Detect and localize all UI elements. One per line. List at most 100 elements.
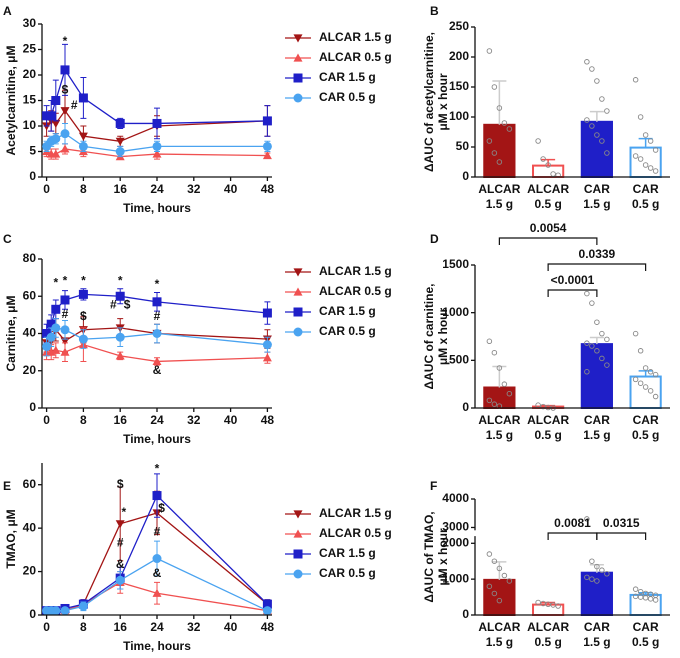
point	[60, 325, 70, 335]
y-tick-label: 1500	[442, 257, 469, 271]
point	[51, 134, 61, 144]
data-point	[594, 132, 600, 138]
data-point	[535, 138, 541, 144]
x-tick-label: 24	[150, 413, 164, 427]
point	[262, 308, 272, 318]
data-point	[632, 153, 639, 159]
data-point	[496, 597, 503, 604]
y-axis-label: μM x hour	[436, 308, 450, 366]
data-point	[637, 380, 644, 386]
legend-label: CAR 0.5 g	[319, 324, 376, 338]
y-tick-label: 80	[23, 251, 37, 265]
y-tick-label: 1000	[442, 571, 469, 585]
error-bar	[589, 110, 604, 122]
y-tick-label: 0	[462, 607, 469, 621]
point	[262, 151, 272, 160]
significance-mark: #	[62, 307, 69, 321]
significance-mark: #	[117, 536, 124, 550]
point	[152, 297, 162, 307]
data-point	[501, 120, 508, 126]
point	[51, 96, 61, 105]
y-tick-label: 0	[29, 607, 36, 621]
legend-marker	[293, 268, 303, 277]
x-tick-label: 16	[114, 182, 128, 196]
x-tick-label: 48	[261, 182, 275, 196]
y-tick-label: 5	[29, 144, 36, 158]
y-tick-label: 200	[449, 49, 469, 63]
x-tick-label: 40	[224, 413, 238, 427]
y-tick-label: 25	[23, 42, 37, 56]
data-point	[584, 369, 590, 375]
data-point	[594, 578, 600, 584]
data-point	[589, 66, 595, 72]
x-tick-label: 8	[80, 620, 87, 634]
significance-mark: &	[116, 557, 125, 571]
data-point	[637, 114, 644, 120]
y-tick-label: 60	[23, 288, 37, 302]
data-point	[496, 365, 503, 371]
y-tick-label: 100	[449, 109, 469, 123]
point	[78, 132, 88, 141]
data-point	[647, 388, 654, 394]
point	[51, 304, 61, 314]
significance-mark: *	[53, 275, 58, 289]
data-point	[642, 132, 649, 138]
data-point	[604, 362, 610, 368]
x-tick-label: CAR	[633, 620, 659, 634]
legend-label: CAR 1.5 g	[319, 304, 376, 318]
x-tick-label: 0	[43, 182, 50, 196]
significance-mark: #	[110, 298, 117, 312]
y-tick-label: 15	[23, 93, 37, 107]
y-tick-label: 0	[462, 400, 469, 414]
data-point	[642, 384, 649, 390]
data-point	[555, 603, 561, 609]
data-point	[496, 565, 503, 572]
x-tick-label: 24	[150, 620, 164, 634]
legend-marker	[293, 287, 303, 296]
point	[152, 149, 162, 158]
point	[78, 141, 88, 151]
y-tick-label: 500	[449, 353, 469, 367]
x-tick-label: 0.5 g	[534, 635, 561, 649]
significance-mark: *	[155, 277, 160, 291]
data-point	[632, 376, 639, 383]
legend-marker	[293, 34, 303, 43]
point	[152, 329, 162, 338]
data-point	[540, 403, 546, 410]
panel-label: A	[3, 4, 12, 18]
data-point	[652, 371, 659, 378]
point	[115, 575, 125, 585]
point	[46, 111, 56, 121]
point	[60, 347, 70, 356]
data-point	[486, 551, 493, 557]
data-point	[642, 365, 649, 371]
data-point	[589, 558, 595, 564]
point	[51, 119, 61, 128]
data-point	[599, 567, 605, 573]
x-tick-label: 0	[43, 413, 50, 427]
point	[78, 601, 88, 611]
x-axis-label: Time, hours	[123, 432, 191, 446]
legend-label: ALCAR 1.5 g	[319, 30, 392, 44]
data-point	[642, 595, 649, 601]
data-point	[652, 393, 659, 400]
point	[60, 129, 70, 139]
point	[60, 65, 70, 75]
y-tick-label: 50	[456, 139, 470, 153]
x-tick-label: 32	[187, 182, 201, 196]
point	[262, 116, 272, 126]
data-point	[647, 138, 654, 144]
bar	[483, 123, 516, 179]
data-point	[496, 159, 503, 165]
data-point	[599, 355, 605, 362]
y-tick-label: 3000	[442, 520, 469, 534]
data-point	[486, 48, 493, 54]
x-tick-label: 0.5 g	[632, 635, 659, 649]
y-axis-label: Acetylcarnitine, μM	[4, 45, 18, 155]
x-tick-label: 0.5 g	[632, 428, 659, 442]
legend-marker	[293, 569, 303, 579]
data-point	[506, 390, 513, 397]
data-point	[632, 77, 639, 83]
point	[115, 332, 125, 342]
point	[60, 606, 70, 616]
